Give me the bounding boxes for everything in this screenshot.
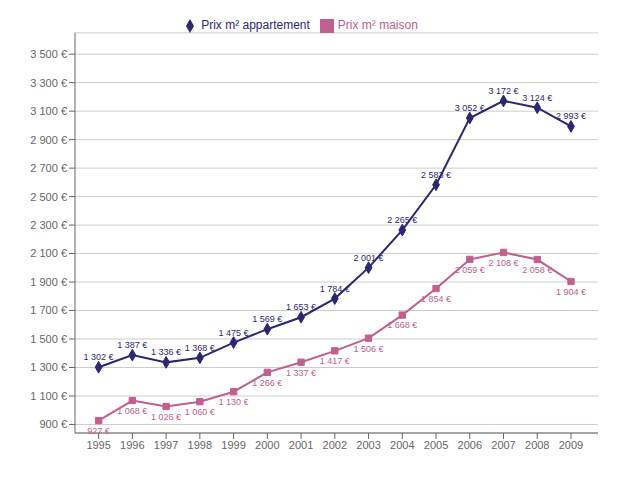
svg-text:1 368 €: 1 368 € xyxy=(185,343,215,353)
svg-text:3 052 €: 3 052 € xyxy=(455,103,485,113)
svg-text:927 €: 927 € xyxy=(87,426,110,436)
svg-text:2 100 €: 2 100 € xyxy=(30,247,67,259)
svg-text:2009: 2009 xyxy=(559,439,583,451)
svg-text:1 130 €: 1 130 € xyxy=(219,397,249,407)
svg-text:900 €: 900 € xyxy=(39,418,67,430)
svg-text:1 060 €: 1 060 € xyxy=(185,407,215,417)
svg-text:1 026 €: 1 026 € xyxy=(151,412,181,422)
svg-text:1 653 €: 1 653 € xyxy=(286,302,316,312)
svg-text:1 668 €: 1 668 € xyxy=(387,320,417,330)
svg-text:1 854 €: 1 854 € xyxy=(421,294,451,304)
svg-text:2 300 €: 2 300 € xyxy=(30,219,67,231)
svg-text:1 417 €: 1 417 € xyxy=(320,356,350,366)
svg-text:3 500 €: 3 500 € xyxy=(30,48,67,60)
svg-text:1999: 1999 xyxy=(221,439,245,451)
svg-text:2 001 €: 2 001 € xyxy=(354,253,384,263)
svg-text:2008: 2008 xyxy=(525,439,549,451)
svg-text:1 784 €: 1 784 € xyxy=(320,284,350,294)
svg-text:1995: 1995 xyxy=(86,439,110,451)
svg-text:1 900 €: 1 900 € xyxy=(30,276,67,288)
svg-text:1998: 1998 xyxy=(188,439,212,451)
svg-text:2003: 2003 xyxy=(356,439,380,451)
svg-text:2002: 2002 xyxy=(323,439,347,451)
svg-text:1 302 €: 1 302 € xyxy=(84,352,114,362)
svg-text:2005: 2005 xyxy=(424,439,448,451)
svg-text:1 700 €: 1 700 € xyxy=(30,304,67,316)
svg-text:2 993 €: 2 993 € xyxy=(556,111,586,121)
svg-text:1 506 €: 1 506 € xyxy=(354,344,384,354)
svg-text:2 058 €: 2 058 € xyxy=(522,265,552,275)
svg-text:3 100 €: 3 100 € xyxy=(30,105,67,117)
svg-text:2004: 2004 xyxy=(390,439,414,451)
svg-text:2 059 €: 2 059 € xyxy=(455,265,485,275)
svg-text:2007: 2007 xyxy=(491,439,515,451)
svg-text:1 500 €: 1 500 € xyxy=(30,333,67,345)
html-text:Prix m² appartement: Prix m² appartement xyxy=(201,18,310,32)
svg-text:1 337 €: 1 337 € xyxy=(286,368,316,378)
svg-text:1 569 €: 1 569 € xyxy=(252,314,282,324)
svg-text:2 265 €: 2 265 € xyxy=(387,215,417,225)
svg-text:1 068 €: 1 068 € xyxy=(117,406,147,416)
svg-text:1996: 1996 xyxy=(120,439,144,451)
svg-text:1 336 €: 1 336 € xyxy=(151,347,181,357)
svg-text:3 124 €: 3 124 € xyxy=(522,93,552,103)
svg-text:1 266 €: 1 266 € xyxy=(252,378,282,388)
svg-text:1997: 1997 xyxy=(154,439,178,451)
svg-text:2 500 €: 2 500 € xyxy=(30,191,67,203)
svg-text:2000: 2000 xyxy=(255,439,279,451)
svg-text:2 700 €: 2 700 € xyxy=(30,162,67,174)
svg-text:2 583 €: 2 583 € xyxy=(421,170,451,180)
svg-text:1 100 €: 1 100 € xyxy=(30,390,67,402)
svg-text:2006: 2006 xyxy=(458,439,482,451)
svg-text:3 300 €: 3 300 € xyxy=(30,77,67,89)
svg-text:2 900 €: 2 900 € xyxy=(30,134,67,146)
svg-text:2 108 €: 2 108 € xyxy=(489,258,519,268)
svg-text:1 904 €: 1 904 € xyxy=(556,287,586,297)
svg-text:1 475 €: 1 475 € xyxy=(219,328,249,338)
svg-text:1 300 €: 1 300 € xyxy=(30,361,67,373)
svg-text:1 387 €: 1 387 € xyxy=(117,340,147,350)
html-text:Prix m² maison: Prix m² maison xyxy=(337,18,418,32)
svg-text:2001: 2001 xyxy=(289,439,313,451)
svg-text:3 172 €: 3 172 € xyxy=(489,86,519,96)
